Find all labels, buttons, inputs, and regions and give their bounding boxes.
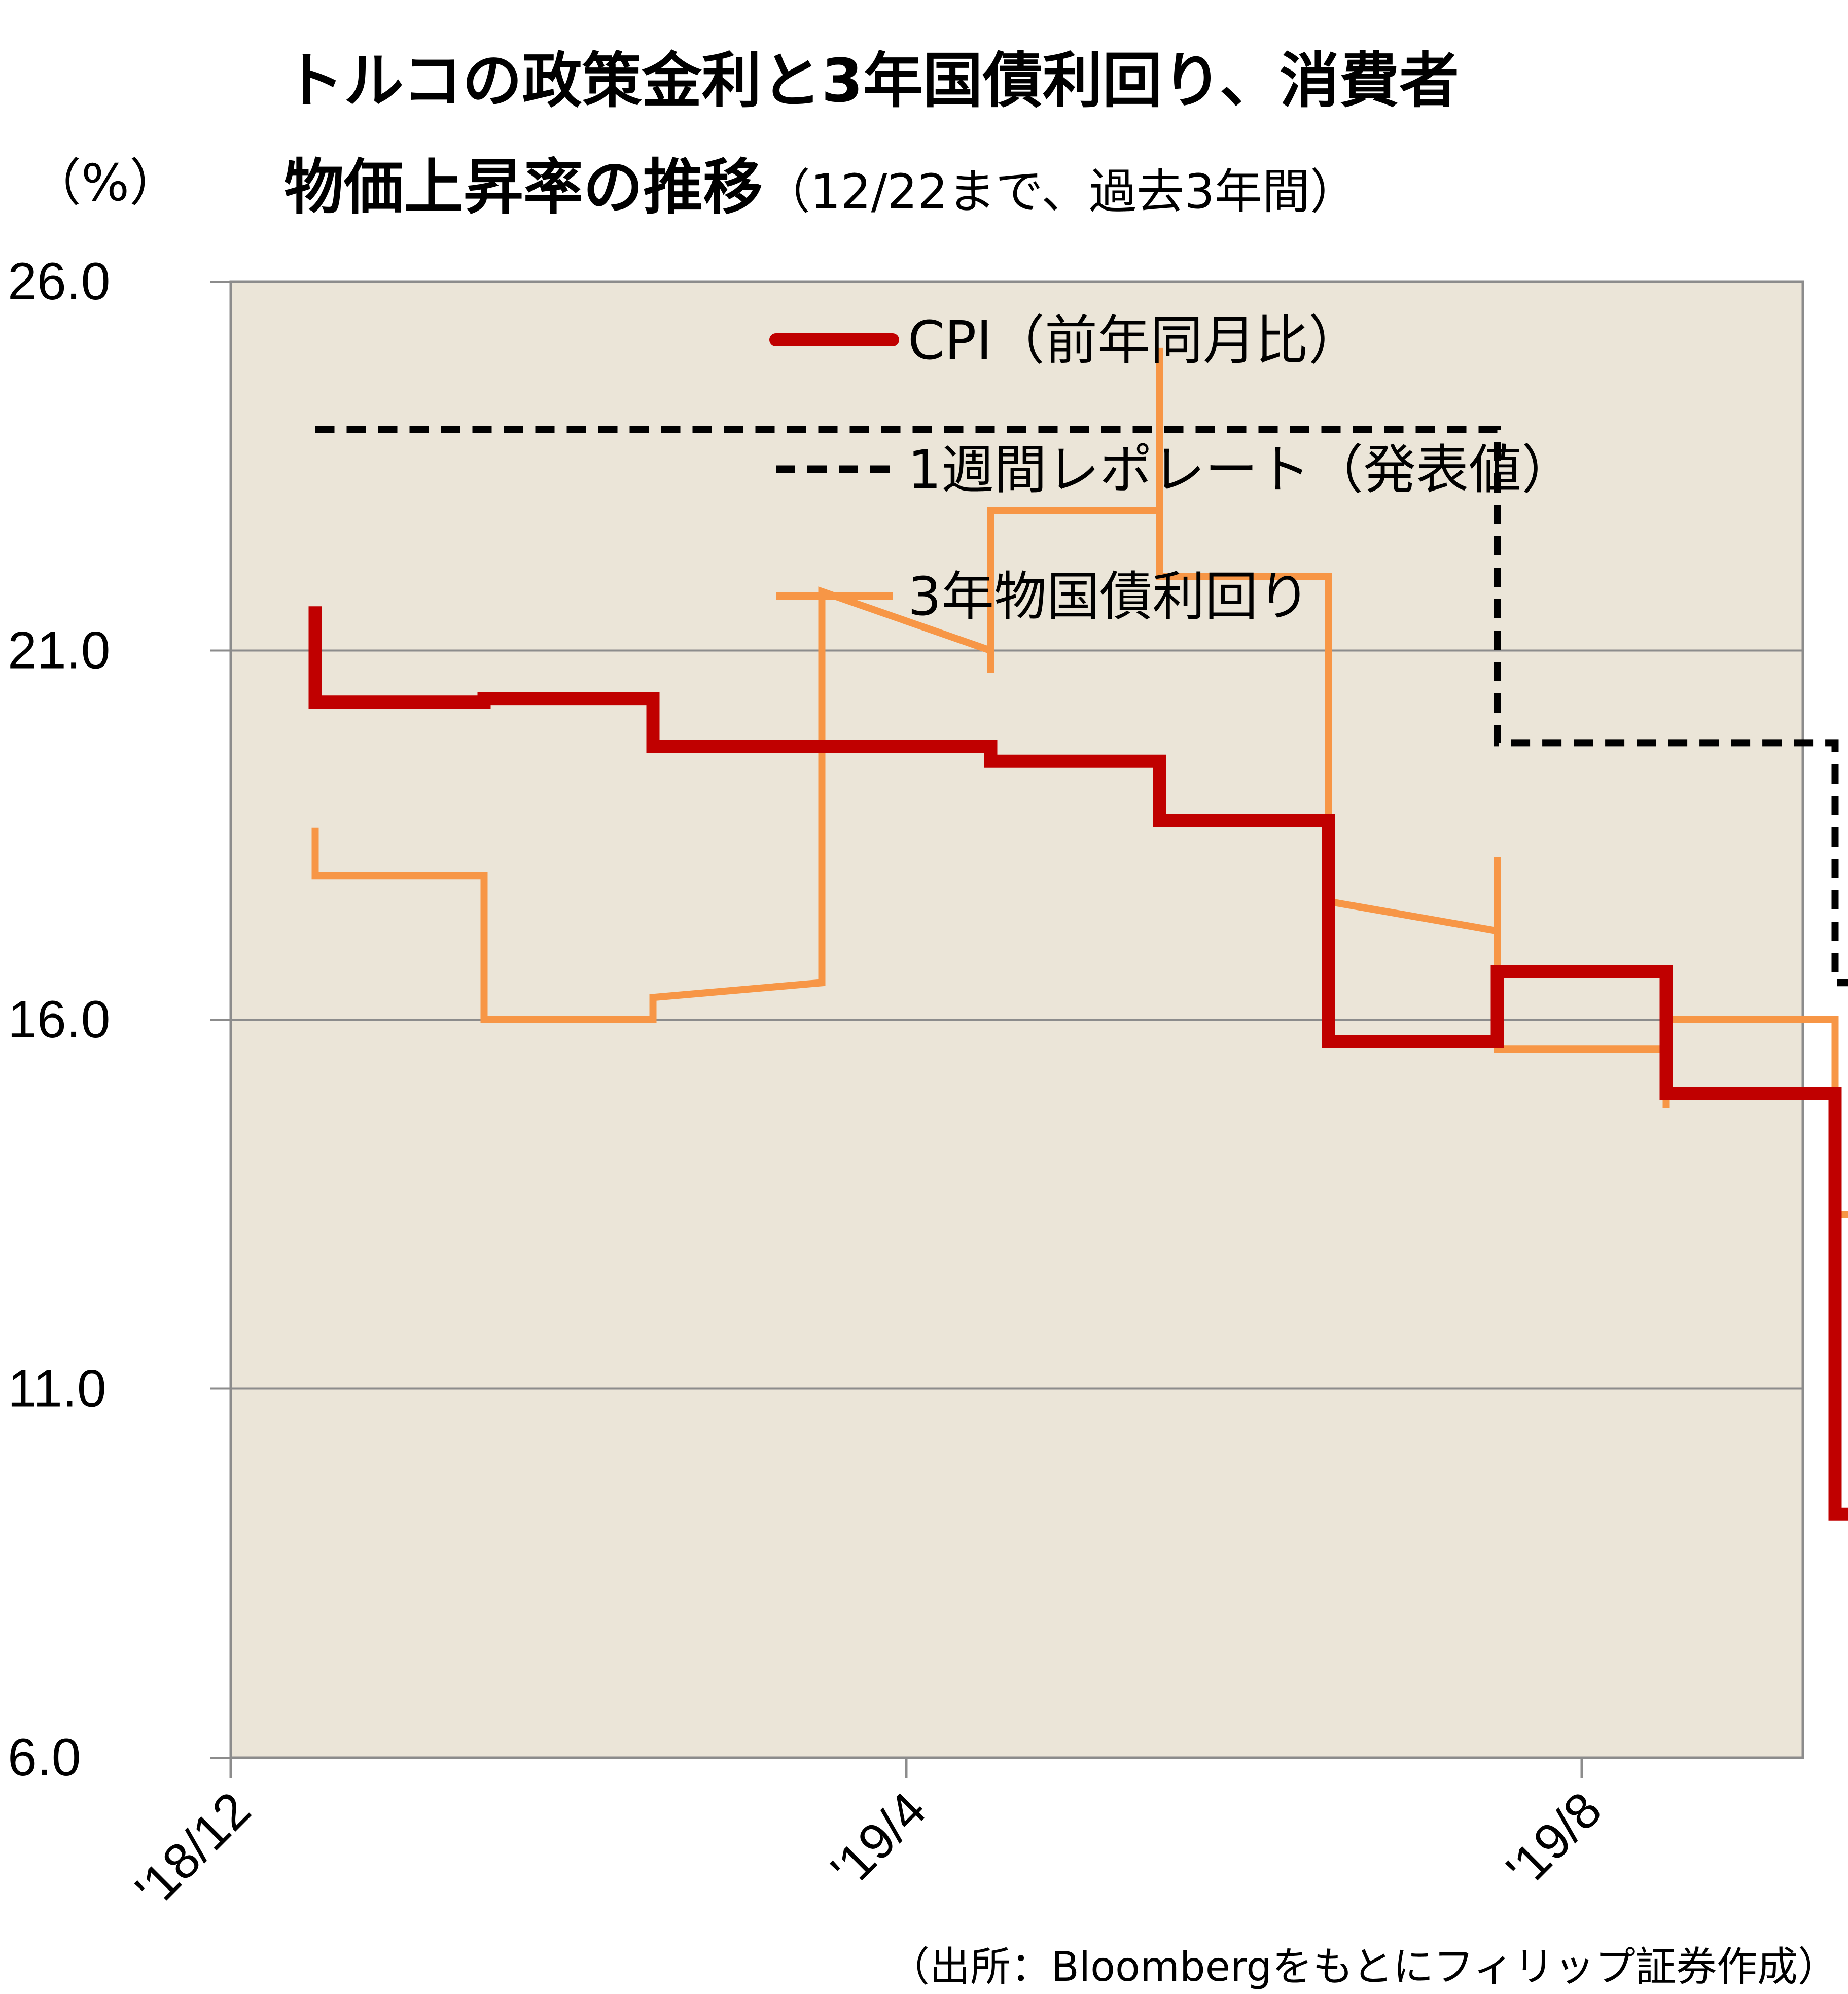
source-note: （出所：Bloombergをもとにフィリップ証券作成） <box>889 1943 1838 1990</box>
chart-title-line2-main: 物価上昇率の推移 <box>284 152 763 222</box>
y-tick-label: 16.0 <box>8 990 110 1049</box>
y-tick-label: 11.0 <box>8 1359 106 1418</box>
y-axis: 26.0 21.0 16.0 11.0 6.0 <box>8 252 232 1787</box>
x-tick-label: '19/8 <box>1496 1781 1612 1898</box>
chart-title-line1: トルコの政策金利と3年国債利回り、消費者 <box>284 46 1459 116</box>
y-tick-label: 21.0 <box>8 621 110 680</box>
x-axis: '18/12'19/4'19/8'19/12'20/4'20/8'20/12'2… <box>125 1756 1803 1918</box>
legend-label-bond: 3年物国債利回り <box>908 566 1310 627</box>
y-tick-label: 26.0 <box>8 252 110 311</box>
series-line-cpi <box>308 606 1848 1521</box>
series-group <box>308 347 1848 1521</box>
y-tick-label: 6.0 <box>8 1728 81 1787</box>
chart-title-note: （12/22まで、過去3年間） <box>763 164 1358 220</box>
legend-label-cpi: CPI（前年同月比） <box>908 309 1361 371</box>
legend-label-repo: 1週間レポレート（発表値） <box>908 439 1574 501</box>
x-tick-label: '18/12 <box>125 1781 262 1918</box>
x-tick-label: '19/4 <box>820 1781 937 1898</box>
legend: CPI（前年同月比） 1週間レポレート（発表値） 3年物国債利回り <box>769 309 1574 627</box>
chart-title-line2: 物価上昇率の推移（12/22まで、過去3年間） <box>284 152 1358 222</box>
y-axis-unit: （%） <box>30 153 180 213</box>
